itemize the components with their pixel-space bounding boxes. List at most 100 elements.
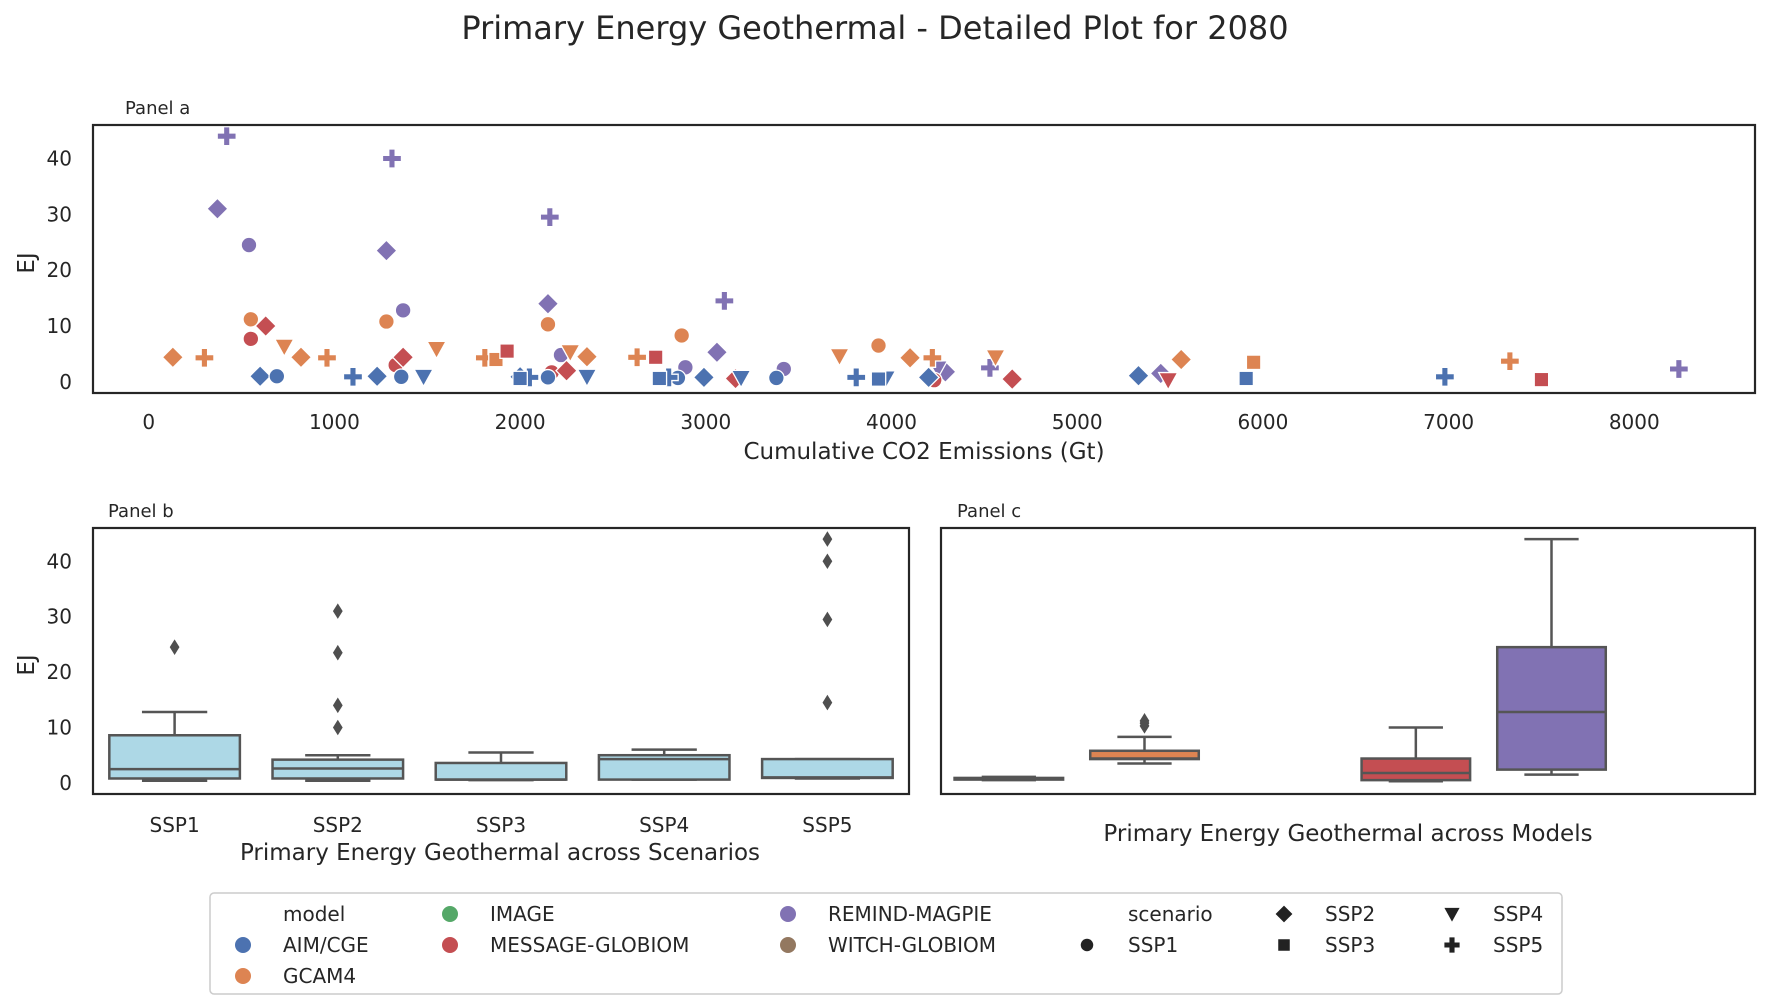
scatter-point — [1127, 364, 1150, 388]
panel-a-x-tick-label: 1000 — [309, 410, 360, 434]
panel-a-y-tick-label: 40 — [47, 147, 72, 171]
box-SSP4 — [597, 748, 731, 781]
legend-items: model AIM/CGE GCAM4 IMAGE MESSAGE-GLOBIOM REM… — [235, 902, 1543, 988]
legend-scenario-marker — [1278, 939, 1290, 951]
outlier-point — [332, 697, 343, 714]
scatter-point — [1238, 370, 1255, 387]
scatter-point — [381, 148, 403, 169]
scatter-point — [705, 340, 729, 364]
panel-b-category-label: SSP5 — [802, 813, 852, 837]
box-body — [1360, 757, 1472, 782]
scatter-point — [626, 347, 648, 368]
scatter-point — [474, 347, 495, 368]
panel-a-x-tick-label: 5000 — [1052, 410, 1103, 434]
box-MESSAGE-GLOBIOM — [1360, 726, 1472, 783]
panel-a-x-tick-label: 2000 — [495, 410, 546, 434]
scatter-point — [673, 327, 691, 344]
panel-a-y-tick-label: 20 — [47, 258, 72, 282]
panel-b-x-axis-label: Primary Energy Geothermal across Scenari… — [240, 840, 760, 866]
scatter-point — [1245, 354, 1262, 371]
panel-b-y-tick-label: 0 — [59, 771, 72, 795]
legend-model-marker — [442, 937, 458, 953]
scatter-point — [240, 236, 258, 254]
box-GCAM4 — [1088, 713, 1201, 765]
scatter-point — [205, 197, 229, 221]
scatter-point — [391, 345, 415, 369]
legend-model-marker — [780, 937, 796, 953]
scatter-point — [394, 301, 412, 319]
scatter-point — [342, 366, 364, 387]
outlier-point — [332, 603, 343, 619]
scatter-point — [1533, 371, 1550, 388]
box-AIM/CGE — [953, 775, 1065, 782]
scatter-point — [316, 347, 338, 368]
box-SSP1 — [108, 639, 242, 782]
panel-b: Panel b 0 10 20 30 40 SSP1 SSP2 SSP3 SSP4 SSP5 Pr… — [14, 501, 911, 866]
panel-c-plot-area — [953, 537, 1608, 783]
legend-scenario-label: SSP2 — [1325, 902, 1375, 926]
scatter-point — [539, 206, 560, 228]
scatter-point — [425, 340, 448, 360]
legend-scenario-marker — [1444, 937, 1460, 953]
legend-scenario-marker — [1444, 907, 1460, 922]
scatter-point — [846, 367, 867, 388]
scatter-point — [984, 349, 1007, 369]
panel-b-category-label: SSP4 — [639, 813, 689, 837]
scatter-point — [289, 345, 313, 369]
scatter-point — [651, 370, 668, 387]
panel-b-y-tick-label: 30 — [47, 605, 72, 629]
outlier-point — [822, 553, 833, 570]
legend-model-title: model — [283, 902, 345, 926]
panel-c: Panel c Primary Energy Geothermal across… — [939, 501, 1757, 847]
panel-a-x-tick-label: 3000 — [680, 410, 731, 434]
scatter-point — [392, 368, 410, 386]
legend-model-marker — [442, 906, 458, 922]
legend-model-marker — [235, 937, 251, 953]
scatter-point — [194, 347, 215, 368]
panel-a-x-tick-label: 8000 — [1609, 410, 1660, 434]
legend-model-label: IMAGE — [490, 902, 555, 926]
box-body — [760, 757, 894, 780]
legend-model-marker — [235, 968, 251, 984]
legend-model-label: MESSAGE-GLOBIOM — [490, 933, 689, 957]
panel-b-y-tick-label: 10 — [47, 716, 72, 740]
scatter-point — [377, 313, 395, 330]
scatter-point — [576, 368, 598, 388]
scatter-point — [555, 359, 578, 383]
panel-b-category-label: SSP1 — [150, 813, 200, 837]
scatter-point — [254, 314, 278, 338]
legend-model-label: AIM/CGE — [283, 933, 369, 957]
legend-scenario-title: scenario — [1128, 902, 1213, 926]
panel-a-y-tick-label: 0 — [59, 370, 72, 394]
legend-scenario-label: SSP3 — [1325, 933, 1375, 957]
panel-c-x-axis-label: Primary Energy Geothermal across Models — [1103, 821, 1592, 847]
panel-b-category-label: SSP3 — [476, 813, 526, 837]
panel-a-plot-area: 0 1000 2000 3000 4000 5000 6000 7000 8000 0 10 20 30… — [47, 126, 1690, 434]
panel-a-x-tick-label: 4000 — [866, 410, 917, 434]
scatter-point — [374, 239, 398, 263]
panel-b-category-label: SSP2 — [313, 813, 363, 837]
outlier-point — [822, 531, 833, 547]
box-body — [1495, 645, 1608, 771]
panel-c-title: Panel c — [957, 501, 1021, 522]
outlier-point — [822, 611, 833, 628]
panel-b-plot-area: 0 10 20 30 40 SSP1 SSP2 SSP3 SSP4 SSP5 — [47, 531, 894, 837]
scatter-point — [1668, 358, 1690, 380]
outlier-point — [332, 644, 343, 661]
legend-scenario-label: SSP4 — [1493, 902, 1543, 926]
scatter-point — [692, 365, 716, 389]
scatter-point — [268, 367, 286, 385]
box-SSP3 — [434, 751, 568, 782]
outlier-point — [332, 719, 343, 736]
legend-scenario-label: SSP1 — [1128, 933, 1178, 957]
scatter-point — [499, 343, 515, 359]
scatter-point — [1157, 371, 1179, 391]
legend: model AIM/CGE GCAM4 IMAGE MESSAGE-GLOBIOM REM… — [209, 892, 1563, 995]
outlier-point — [822, 694, 833, 711]
figure-title: Primary Energy Geothermal - Detailed Plo… — [461, 9, 1288, 47]
panel-a: Panel a 0 1000 2000 3000 4000 5000 6000 7000 800… — [14, 98, 1757, 465]
legend-model-label: WITCH-GLOBIOM — [828, 933, 996, 957]
legend-scenario-marker — [1080, 938, 1094, 952]
scatter-point — [559, 343, 581, 364]
